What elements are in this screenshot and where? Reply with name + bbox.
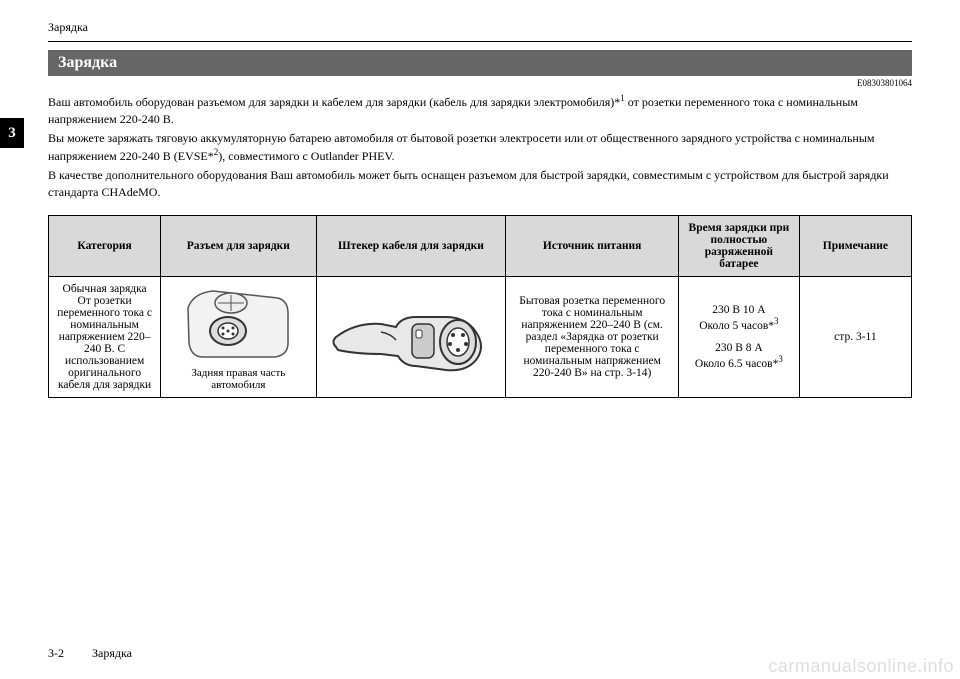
th-connector: Разъем для зарядки xyxy=(161,215,316,276)
cell-source: Бытовая розетка переменного тока с номин… xyxy=(506,276,679,397)
page-footer: 3-2 Зарядка xyxy=(48,646,132,661)
p2-part-b: ), совместимого с Outlander PHEV. xyxy=(218,149,394,163)
time-line-3: 230 В 8 А xyxy=(685,342,793,354)
th-plug: Штекер кабеля для зарядки xyxy=(316,215,506,276)
plug-illustration xyxy=(323,292,500,382)
section-title: Зарядка xyxy=(48,50,912,76)
time-line-4a: Около 6.5 часов* xyxy=(695,358,778,370)
table-header-row: Категория Разъем для зарядки Штекер кабе… xyxy=(49,215,912,276)
header-rule xyxy=(48,41,912,42)
connector-caption: Задняя правая часть автомобиля xyxy=(167,367,309,391)
paragraph-1: Ваш автомобиль оборудован разъемом для з… xyxy=(48,92,912,128)
page-number: 3-2 xyxy=(48,646,64,660)
reference-code: E08303801064 xyxy=(48,78,912,88)
time-sup-1: 3 xyxy=(774,316,779,326)
time-line-4: Около 6.5 часов*3 xyxy=(685,354,793,370)
connector-illustration: Задняя правая часть автомобиля xyxy=(167,283,309,391)
paragraph-2: Вы можете заряжать тяговую аккумуляторну… xyxy=(48,130,912,166)
cell-time: 230 В 10 А Около 5 часов*3 230 В 8 А Око… xyxy=(678,276,799,397)
th-source: Источник питания xyxy=(506,215,679,276)
time-line-2a: Около 5 часов* xyxy=(699,320,774,332)
cell-category: Обычная зарядка От розетки переменного т… xyxy=(49,276,161,397)
cell-connector: Задняя правая часть автомобиля xyxy=(161,276,316,397)
p1-part-a: Ваш автомобиль оборудован разъемом для з… xyxy=(48,95,620,109)
cell-note: стр. 3-11 xyxy=(799,276,911,397)
charge-port-icon xyxy=(183,283,293,363)
th-category: Категория xyxy=(49,215,161,276)
watermark: carmanualsonline.info xyxy=(768,656,954,677)
table-row: Обычная зарядка От розетки переменного т… xyxy=(49,276,912,397)
p2-part-a: Вы можете заряжать тяговую аккумуляторну… xyxy=(48,131,875,164)
footer-section: Зарядка xyxy=(92,646,132,660)
table-body: Обычная зарядка От розетки переменного т… xyxy=(49,276,912,397)
body-text: Ваш автомобиль оборудован разъемом для з… xyxy=(48,92,912,201)
running-header: Зарядка xyxy=(48,20,912,35)
charging-table: Категория Разъем для зарядки Штекер кабе… xyxy=(48,215,912,398)
charge-plug-icon xyxy=(326,292,496,382)
th-note: Примечание xyxy=(799,215,911,276)
th-time: Время зарядки при полностью разряженной … xyxy=(678,215,799,276)
paragraph-3: В качестве дополнительного оборудования … xyxy=(48,167,912,201)
page-container: Зарядка Зарядка E08303801064 Ваш автомоб… xyxy=(0,0,960,679)
time-sup-2: 3 xyxy=(778,354,783,364)
time-line-2: Около 5 часов*3 xyxy=(685,316,793,332)
table-head: Категория Разъем для зарядки Штекер кабе… xyxy=(49,215,912,276)
cell-plug xyxy=(316,276,506,397)
time-gap xyxy=(685,332,793,342)
time-line-1: 230 В 10 А xyxy=(685,304,793,316)
